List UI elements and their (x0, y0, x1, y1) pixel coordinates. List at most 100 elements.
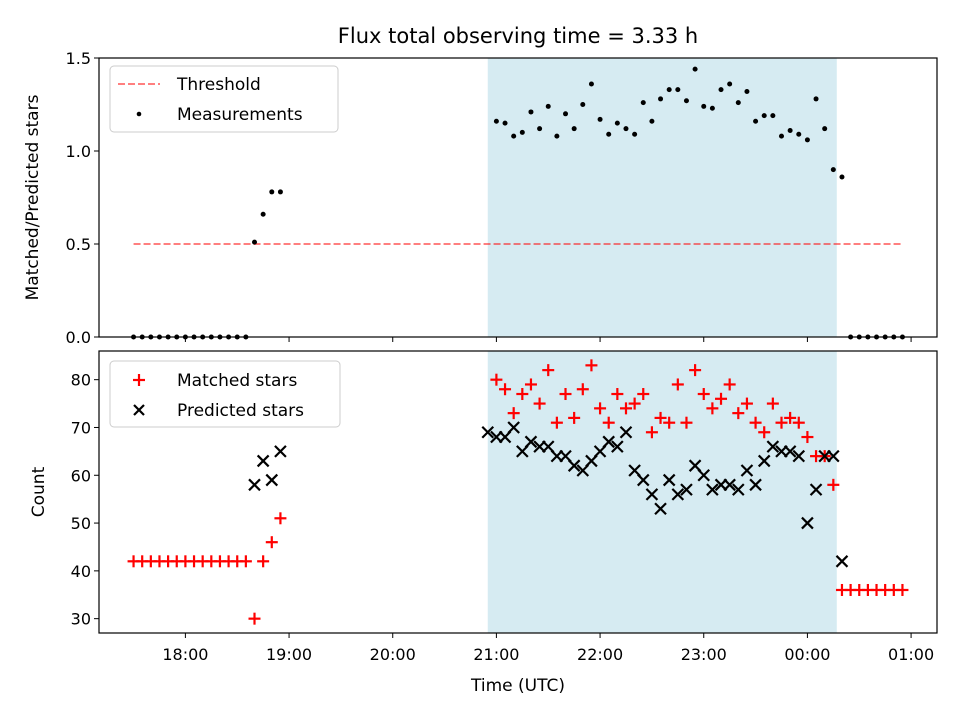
x-axis-label: Time (UTC) (470, 676, 565, 696)
measurement-point (735, 100, 741, 106)
observing-span-shade-top (487, 58, 837, 337)
matched-star-marker (542, 364, 555, 377)
y-tick-label: 60 (71, 466, 91, 485)
matched-star-marker (663, 416, 676, 429)
matched-star-marker (257, 555, 270, 568)
top-y-ticks: 0.0 0.5 1.0 1.5 (66, 49, 99, 347)
matched-star-marker (568, 411, 581, 424)
legend-measurements-label: Measurements (177, 105, 303, 125)
predicted-star-marker (827, 449, 840, 463)
measurement-point (597, 116, 603, 122)
measurement-point (658, 96, 664, 102)
legend-measurements-swatch (136, 111, 142, 117)
measurement-point (718, 87, 724, 93)
measurement-point (770, 113, 776, 119)
y-tick-label: 1.0 (66, 142, 91, 161)
matched-star-marker (706, 402, 719, 415)
matched-star-marker (671, 378, 684, 391)
predicted-star-marker (507, 421, 520, 434)
predicted-star-marker (248, 478, 261, 492)
y-tick-label: 30 (71, 610, 91, 629)
measurement-point (632, 131, 638, 137)
x-tick-label: 23:00 (681, 645, 727, 664)
predicted-star-marker (654, 502, 667, 516)
matched-star-marker (654, 411, 667, 424)
matched-star-marker (499, 383, 512, 396)
measurement-point (519, 129, 525, 135)
predicted-star-marker (274, 445, 287, 458)
matched-star-marker (550, 416, 563, 429)
matched-star-marker (594, 402, 607, 415)
matched-star-marker (611, 388, 624, 401)
matched-star-marker (490, 373, 503, 386)
legend-predicted-swatch (133, 404, 145, 416)
bottom-y-axis-label: Count (29, 466, 49, 517)
matched-star-marker (524, 378, 537, 391)
top-legend: Threshold Measurements (109, 65, 339, 133)
matched-stars-points (127, 359, 909, 625)
predicted-star-marker (783, 445, 797, 458)
x-tick-label: 18:00 (162, 645, 208, 664)
measurement-point (260, 211, 266, 217)
measurement-point (614, 120, 620, 126)
measurement-point (830, 167, 836, 173)
measurement-point (701, 103, 707, 109)
matched-star-marker (740, 397, 753, 410)
predicted-star-marker (740, 464, 754, 477)
predicted-star-marker (602, 435, 615, 449)
matched-star-marker (801, 431, 814, 444)
matched-star-marker (585, 359, 598, 372)
measurement-point (493, 118, 499, 124)
predicted-star-marker (835, 555, 849, 568)
matched-star-marker (516, 388, 529, 401)
predicted-stars-points (248, 421, 849, 568)
measurement-point (580, 102, 586, 107)
y-tick-label: 1.5 (66, 49, 91, 68)
chart-title: Flux total observing time = 3.33 h (338, 24, 698, 48)
legend-threshold-label: Threshold (176, 75, 261, 95)
y-tick-label: 40 (71, 562, 91, 581)
measurement-point (753, 118, 759, 124)
matched-star-marker (689, 364, 702, 377)
predicted-star-marker (567, 459, 581, 472)
matched-star-marker (576, 383, 589, 396)
matched-star-marker (697, 388, 710, 401)
y-tick-label: 0.5 (66, 235, 91, 254)
legend-matched-swatch (133, 374, 145, 386)
measurement-point (744, 88, 750, 94)
bottom-y-ticks: 30 40 50 60 70 80 (71, 371, 99, 629)
measurement-point (683, 98, 689, 104)
matched-star-marker (248, 612, 261, 625)
matched-star-marker (792, 416, 805, 429)
measurement-point (778, 133, 784, 139)
predicted-star-marker (809, 483, 823, 496)
measurement-point (252, 239, 258, 245)
bottom-panel: 30 40 50 60 70 80 18:00 19:00 20:00 21:00 22:00 23… (29, 350, 938, 696)
measurement-point (839, 174, 845, 180)
x-tick-label: 19:00 (266, 645, 312, 664)
matched-star-marker (758, 426, 771, 439)
measurement-point (709, 105, 715, 111)
matched-star-marker (274, 512, 287, 525)
matched-star-marker (559, 388, 572, 401)
matched-star-marker (784, 411, 797, 424)
x-tick-label: 01:00 (888, 645, 934, 664)
matched-star-marker (766, 397, 779, 410)
predicted-star-marker (524, 435, 538, 449)
measurement-point (787, 128, 793, 134)
y-tick-label: 50 (71, 514, 91, 533)
predicted-star-marker (256, 454, 270, 468)
legend-matched-label: Matched stars (177, 371, 297, 391)
matched-star-marker (827, 478, 840, 491)
measurement-point (796, 131, 802, 137)
predicted-star-marker (697, 468, 711, 482)
x-tick-label: 22:00 (577, 645, 623, 664)
measurement-point (545, 103, 551, 109)
predicted-star-marker (671, 488, 685, 501)
matched-star-marker (602, 416, 615, 429)
measurement-point (571, 126, 577, 132)
measurement-point (804, 137, 810, 143)
matched-star-marker (533, 397, 546, 410)
predicted-star-marker (680, 483, 693, 496)
